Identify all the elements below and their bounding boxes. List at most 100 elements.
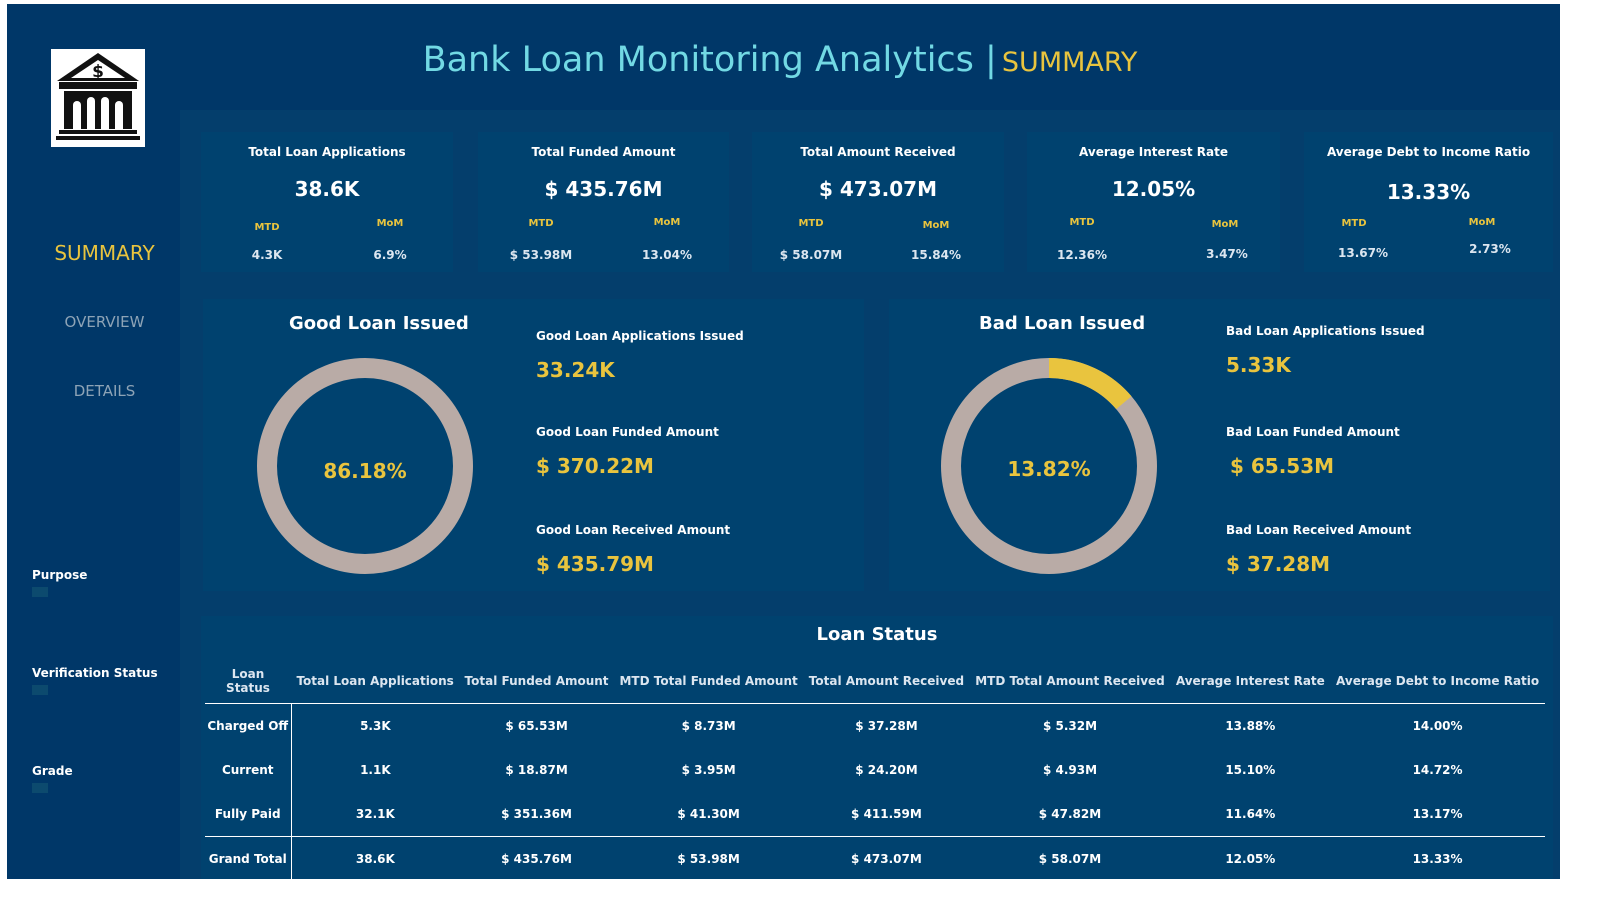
bad-loan-received-label: Bad Loan Received Amount bbox=[1226, 523, 1412, 537]
table-cell: 13.88% bbox=[1225, 719, 1276, 733]
good-loan-panel: Good Loan Issued 86.18% Good Loan Applic… bbox=[203, 299, 864, 591]
kpi-label: Total Amount Received bbox=[800, 145, 956, 159]
kpi-mtd-label: MTD bbox=[1069, 217, 1095, 228]
table-cell: 11.64% bbox=[1225, 807, 1276, 821]
svg-text:$: $ bbox=[92, 62, 104, 82]
table-cell: $ 41.30M bbox=[677, 807, 740, 821]
loan-status-title: Loan Status bbox=[816, 624, 938, 645]
table-cell: $ 53.98M bbox=[613, 836, 804, 882]
page-title: Bank Loan Monitoring Analytics | SUMMARY bbox=[180, 40, 1380, 80]
kpi-card-total-amount-received: Total Amount Received $ 473.07M MTD MoM … bbox=[752, 132, 1004, 272]
kpi-mom-label: MoM bbox=[1211, 219, 1239, 230]
filter-purpose-label: Purpose bbox=[32, 568, 88, 582]
kpi-card-average-debt-to-income-ratio: Average Debt to Income Ratio 13.33% MTD … bbox=[1304, 132, 1553, 272]
table-cell: $ 4.93M bbox=[1042, 763, 1098, 777]
table-cell: 38.6K bbox=[291, 836, 460, 882]
filter-verification-status-dropdown[interactable] bbox=[32, 685, 48, 695]
table-cell: $ 8.73M bbox=[681, 719, 736, 733]
table-cell: $ 411.59M bbox=[851, 807, 922, 821]
kpi-value: 38.6K bbox=[294, 177, 360, 201]
kpi-value: 12.05% bbox=[1111, 177, 1196, 201]
good-loan-applications-value: 33.24K bbox=[536, 358, 615, 382]
kpi-card-total-funded-amount: Total Funded Amount $ 435.76M MTD MoM $ … bbox=[478, 132, 729, 272]
table-cell: $ 435.76M bbox=[459, 836, 614, 882]
kpi-card-total-loan-applications: Total Loan Applications 38.6K MTD MoM 4.… bbox=[201, 132, 453, 272]
table-row: Charged Off 5.3K $ 65.53M $ 8.73M $ 37.2… bbox=[205, 703, 1545, 748]
kpi-card-average-interest-rate: Average Interest Rate 12.05% MTD MoM 12.… bbox=[1027, 132, 1280, 272]
row-header: Current bbox=[205, 748, 292, 792]
column-header: Average Debt to Income Ratio bbox=[1330, 659, 1545, 704]
table-cell: $ 473.07M bbox=[803, 836, 970, 882]
good-loan-percent: 86.18% bbox=[323, 459, 407, 483]
filter-grade-dropdown[interactable] bbox=[32, 783, 48, 793]
kpi-mom-label: MoM bbox=[653, 217, 681, 228]
sidebar: SUMMARY OVERVIEW DETAILS Purpose Verific… bbox=[7, 4, 180, 879]
kpi-mtd-label: MTD bbox=[254, 222, 280, 233]
good-loan-donut bbox=[257, 358, 473, 574]
bad-loan-title: Bad Loan Issued bbox=[979, 313, 1146, 334]
loan-status-panel: Loan Status Loan Status Total Loan Appli… bbox=[201, 616, 1553, 882]
nav-overview[interactable]: OVERVIEW bbox=[64, 313, 145, 331]
table-header-row: Loan Status Total Loan Applications Tota… bbox=[205, 659, 1545, 704]
column-header: Total Loan Applications bbox=[291, 659, 460, 704]
good-loan-applications-label: Good Loan Applications Issued bbox=[536, 329, 744, 343]
bad-loan-panel: Bad Loan Issued 13.82% Bad Loan Applicat… bbox=[889, 299, 1550, 591]
good-loan-title: Good Loan Issued bbox=[289, 313, 469, 334]
table-cell: $ 3.95M bbox=[681, 763, 736, 777]
table-cell: $ 24.20M bbox=[855, 763, 918, 777]
table-cell: $ 47.82M bbox=[1038, 807, 1102, 821]
table-cell: 5.3K bbox=[360, 719, 391, 733]
kpi-label: Average Debt to Income Ratio bbox=[1326, 145, 1531, 159]
column-header: Total Funded Amount bbox=[459, 659, 614, 704]
donut-remainder-arc bbox=[257, 358, 473, 574]
table-cell: $ 37.28M bbox=[855, 719, 918, 733]
filter-grade-label: Grade bbox=[32, 764, 73, 778]
nav-details[interactable]: DETAILS bbox=[73, 382, 136, 400]
bad-loan-received-value: $ 37.28M bbox=[1226, 552, 1331, 576]
kpi-mtd-value: $ 53.98M bbox=[509, 248, 573, 262]
kpi-value: $ 473.07M bbox=[819, 177, 937, 201]
bad-loan-donut bbox=[941, 358, 1157, 574]
kpi-mtd-label: MTD bbox=[798, 218, 824, 229]
table-cell: $ 18.87M bbox=[505, 763, 568, 777]
table-cell: 1.1K bbox=[360, 763, 391, 777]
table-row: Current 1.1K $ 18.87M $ 3.95M $ 24.20M $… bbox=[205, 748, 1545, 792]
kpi-mom-value: 13.04% bbox=[642, 248, 692, 262]
filter-verification-status-label: Verification Status bbox=[32, 666, 158, 680]
bad-loan-applications-label: Bad Loan Applications Issued bbox=[1226, 324, 1425, 338]
bad-loan-funded-label: Bad Loan Funded Amount bbox=[1226, 425, 1400, 439]
row-header: Fully Paid bbox=[205, 792, 292, 837]
title-main: Bank Loan Monitoring Analytics | bbox=[422, 40, 997, 80]
table-cell: $ 5.32M bbox=[1042, 719, 1098, 733]
nav-summary[interactable]: SUMMARY bbox=[54, 241, 155, 265]
bad-loan-funded-value: $ 65.53M bbox=[1230, 454, 1335, 478]
loan-status-table: Loan Status Total Loan Applications Tota… bbox=[205, 659, 1545, 882]
table-cell: 32.1K bbox=[355, 807, 395, 821]
kpi-mtd-label: MTD bbox=[528, 218, 554, 229]
kpi-mtd-value: $ 58.07M bbox=[779, 248, 843, 262]
table-cell: $ 65.53M bbox=[505, 719, 568, 733]
table-cell: 14.72% bbox=[1412, 763, 1463, 777]
table-cell: 13.17% bbox=[1412, 807, 1463, 821]
filter-purpose-dropdown[interactable] bbox=[32, 587, 48, 597]
kpi-mom-label: MoM bbox=[922, 220, 950, 231]
row-header: Grand Total bbox=[205, 836, 292, 882]
kpi-mom-label: MoM bbox=[1468, 217, 1496, 228]
bad-loan-applications-value: 5.33K bbox=[1226, 353, 1291, 377]
good-loan-funded-value: $ 370.22M bbox=[536, 454, 654, 478]
kpi-label: Average Interest Rate bbox=[1079, 145, 1228, 159]
kpi-mtd-value: 12.36% bbox=[1057, 248, 1107, 262]
row-header: Charged Off bbox=[205, 703, 292, 748]
good-loan-funded-label: Good Loan Funded Amount bbox=[536, 425, 719, 439]
kpi-mom-value: 2.73% bbox=[1469, 242, 1511, 256]
kpi-label: Total Loan Applications bbox=[248, 145, 406, 159]
kpi-value: $ 435.76M bbox=[544, 177, 663, 201]
column-header: Average Interest Rate bbox=[1170, 659, 1331, 704]
table-cell: $ 58.07M bbox=[969, 836, 1171, 882]
bad-loan-percent: 13.82% bbox=[1007, 457, 1091, 481]
kpi-mom-label: MoM bbox=[376, 218, 404, 229]
kpi-mtd-value: 13.67% bbox=[1338, 246, 1388, 260]
kpi-mtd-label: MTD bbox=[1341, 218, 1367, 229]
kpi-mom-value: 15.84% bbox=[911, 248, 961, 262]
column-header: Loan Status bbox=[205, 659, 291, 704]
